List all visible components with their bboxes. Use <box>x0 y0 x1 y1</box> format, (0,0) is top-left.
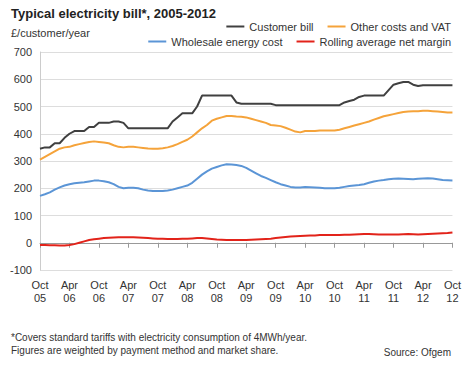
svg-text:100: 100 <box>14 210 32 222</box>
svg-text:Apr: Apr <box>297 279 314 291</box>
svg-text:500: 500 <box>14 101 32 113</box>
svg-text:07: 07 <box>122 292 134 304</box>
svg-text:11: 11 <box>358 292 369 304</box>
svg-text:Apr: Apr <box>179 279 196 291</box>
svg-text:Apr: Apr <box>356 279 373 291</box>
svg-text:12: 12 <box>446 292 458 304</box>
svg-text:Rolling average net margin: Rolling average net margin <box>320 36 451 48</box>
svg-text:0: 0 <box>26 237 32 249</box>
svg-text:07: 07 <box>152 292 164 304</box>
svg-text:05: 05 <box>34 292 46 304</box>
svg-text:Source: Ofgem: Source: Ofgem <box>384 347 451 358</box>
svg-text:Oct: Oct <box>149 279 166 291</box>
svg-text:600: 600 <box>14 73 32 85</box>
svg-text:Oct: Oct <box>444 279 461 291</box>
svg-text:300: 300 <box>14 155 32 167</box>
svg-text:06: 06 <box>63 292 75 304</box>
svg-text:Figures are weighted by paymen: Figures are weighted by payment method a… <box>11 345 278 356</box>
svg-text:-100: -100 <box>10 264 32 276</box>
svg-text:12: 12 <box>417 292 429 304</box>
svg-text:Oct: Oct <box>267 279 284 291</box>
svg-text:Oct: Oct <box>208 279 225 291</box>
svg-text:*Covers standard tariffs with: *Covers standard tariffs with electricit… <box>11 332 307 343</box>
svg-text:Wholesale energy cost: Wholesale energy cost <box>171 36 282 48</box>
svg-text:Apr: Apr <box>120 279 137 291</box>
svg-text:700: 700 <box>14 46 32 58</box>
svg-text:Customer bill: Customer bill <box>249 21 313 33</box>
svg-text:08: 08 <box>181 292 193 304</box>
svg-text:10: 10 <box>299 292 311 304</box>
svg-text:06: 06 <box>93 292 105 304</box>
svg-text:£/customer/year: £/customer/year <box>11 27 90 39</box>
svg-text:10: 10 <box>328 292 340 304</box>
svg-text:Oct: Oct <box>31 279 48 291</box>
svg-text:Oct: Oct <box>385 279 402 291</box>
svg-text:Apr: Apr <box>61 279 78 291</box>
svg-text:Oct: Oct <box>90 279 107 291</box>
svg-text:08: 08 <box>211 292 223 304</box>
svg-text:11: 11 <box>388 292 399 304</box>
svg-text:09: 09 <box>240 292 252 304</box>
svg-text:200: 200 <box>14 182 32 194</box>
svg-text:Typical electricity bill*, 200: Typical electricity bill*, 2005-2012 <box>11 6 216 21</box>
svg-text:Apr: Apr <box>414 279 431 291</box>
svg-text:Apr: Apr <box>238 279 255 291</box>
svg-text:400: 400 <box>14 128 32 140</box>
svg-text:09: 09 <box>270 292 282 304</box>
svg-text:Other costs and VAT: Other costs and VAT <box>351 21 452 33</box>
svg-text:Oct: Oct <box>326 279 343 291</box>
